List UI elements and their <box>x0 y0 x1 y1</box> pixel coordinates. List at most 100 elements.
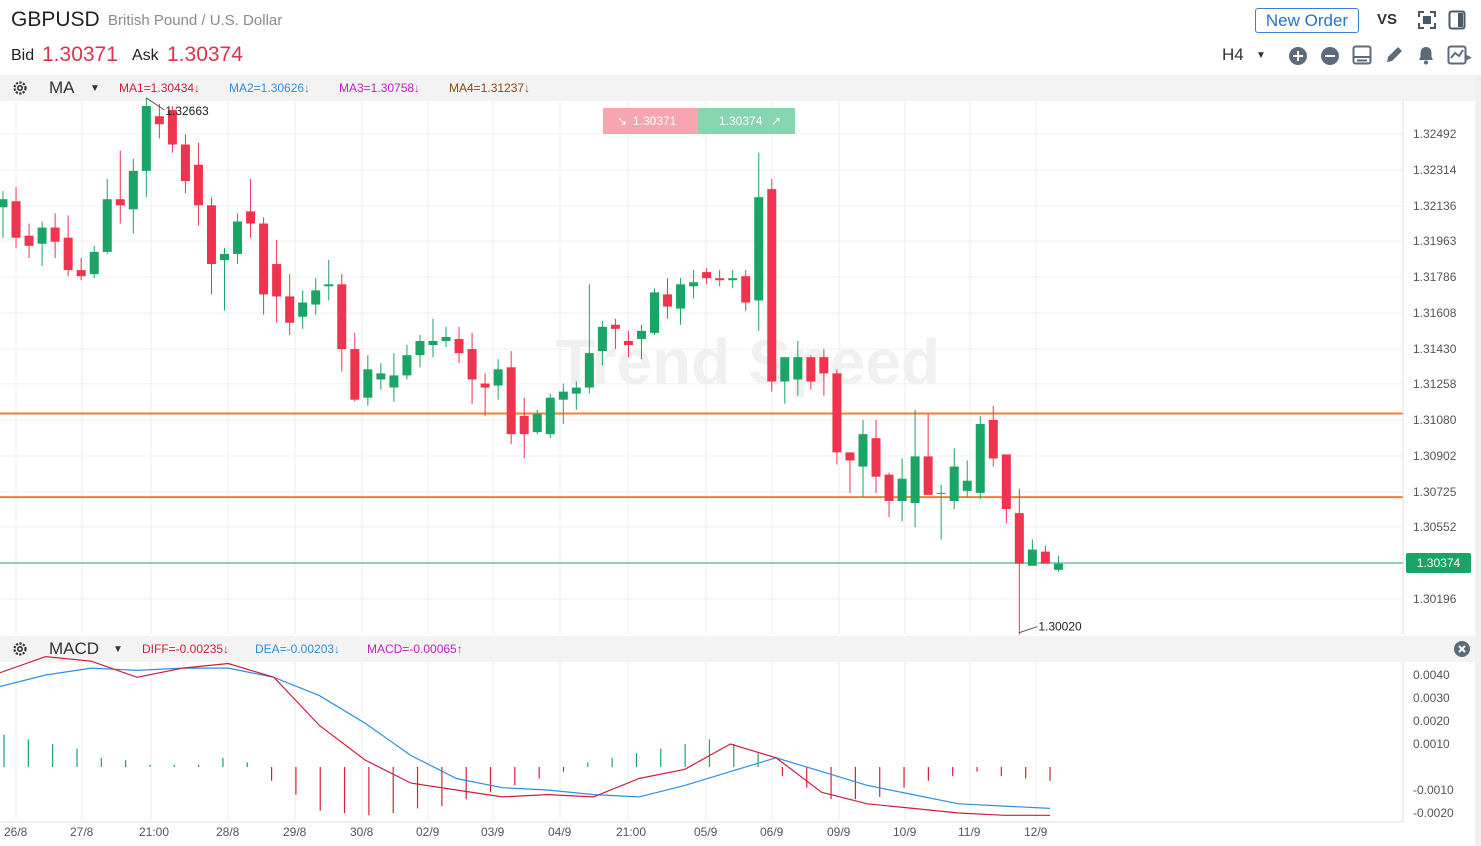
candle <box>1027 549 1037 566</box>
candle <box>102 199 112 252</box>
candle <box>936 492 946 494</box>
ma-settings-gear-icon[interactable] <box>11 79 31 99</box>
candle <box>454 338 464 354</box>
candle <box>428 340 438 346</box>
time-tick-label: 12/9 <box>1024 825 1048 839</box>
candle <box>584 353 594 388</box>
chart-layout-icon[interactable] <box>1352 45 1372 65</box>
time-tick-label: 26/8 <box>4 825 28 839</box>
ma-indicator-bar: MA ▼ MA1=1.30434↓ MA2=1.30626↓ MA3=1.307… <box>0 75 1475 101</box>
candle <box>806 357 816 382</box>
indicator-chart-icon[interactable] <box>1447 45 1467 65</box>
price-tick-label: 1.32314 <box>1413 163 1457 177</box>
price-tick-label: 1.31786 <box>1413 270 1457 284</box>
ma3-value: MA3=1.30758↓ <box>339 81 421 95</box>
candle <box>441 336 451 341</box>
time-tick-label: 05/9 <box>694 825 718 839</box>
candle <box>702 272 712 279</box>
ma-chevron-down-icon[interactable]: ▼ <box>90 83 100 94</box>
alert-bell-icon[interactable] <box>1416 45 1436 65</box>
ma4-value: MA4=1.31237↓ <box>449 81 531 95</box>
price-tick-label: 1.30902 <box>1413 449 1457 463</box>
time-tick-label: 03/9 <box>481 825 505 839</box>
watermark: Trend Speed <box>556 326 940 398</box>
macd-tick-label: -0.0010 <box>1413 783 1454 797</box>
candle <box>545 397 555 435</box>
macd-tick-label: 0.0020 <box>1413 714 1450 728</box>
ma1-value: MA1=1.30434↓ <box>119 81 201 95</box>
time-tick-label: 10/9 <box>893 825 917 839</box>
dea-line <box>0 667 1051 809</box>
down-arrow-icon: ↘ <box>617 114 628 128</box>
time-tick-label: 21:00 <box>139 825 169 839</box>
candle <box>11 201 21 238</box>
price-tick-label: 1.30196 <box>1413 592 1457 606</box>
candle <box>193 164 203 206</box>
candle <box>76 270 86 277</box>
candle <box>493 369 503 386</box>
candle <box>962 480 972 491</box>
sell-quote-button[interactable]: ↘ 1.30371 <box>603 108 698 134</box>
candle <box>988 419 998 459</box>
candle <box>728 278 738 281</box>
candle <box>350 349 360 400</box>
panel-toggle-icon[interactable] <box>1448 10 1468 30</box>
low-annotation-line <box>1019 626 1038 634</box>
macd-chevron-down-icon[interactable]: ▼ <box>113 644 123 655</box>
candle <box>167 110 177 145</box>
price-tick-label: 1.30552 <box>1413 520 1457 534</box>
candle <box>923 456 933 495</box>
symbol-title: GBPUSD <box>11 8 100 31</box>
zoom-in-icon[interactable] <box>1288 46 1308 66</box>
candle <box>206 205 216 265</box>
more-chevron-icon[interactable]: ▶ <box>1465 52 1472 62</box>
candle <box>402 355 412 376</box>
macd-indicator-select[interactable]: MACD <box>49 639 100 658</box>
candle <box>975 424 985 493</box>
candle <box>610 324 620 329</box>
vs-button[interactable]: VS <box>1377 11 1398 28</box>
time-tick-label: 27/8 <box>70 825 94 839</box>
price-tick-label: 1.31608 <box>1413 306 1457 320</box>
candle <box>128 170 138 210</box>
bid-label: Bid <box>11 47 35 64</box>
price-tick-label: 1.30725 <box>1413 485 1457 499</box>
scrollbar[interactable] <box>1475 0 1481 846</box>
price-tick-label: 1.32136 <box>1413 199 1457 213</box>
macd-indicator-bar: MACD ▼ DIFF=-0.00235↓ DEA=-0.00203↓ MACD… <box>0 636 1475 662</box>
candle <box>337 284 347 350</box>
time-tick-label: 04/9 <box>548 825 572 839</box>
fullscreen-icon[interactable] <box>1418 11 1438 31</box>
candle <box>832 373 842 453</box>
candle <box>233 221 243 254</box>
candle <box>897 478 907 501</box>
timeframe-select[interactable]: H4 <box>1222 45 1244 64</box>
candle <box>793 357 803 380</box>
candle <box>259 223 269 295</box>
close-indicator-icon[interactable] <box>1453 640 1473 660</box>
ma2-value: MA2=1.30626↓ <box>229 81 311 95</box>
candle <box>272 264 282 297</box>
ma-indicator-select[interactable]: MA <box>49 78 75 97</box>
candle <box>676 284 686 309</box>
time-tick-label: 30/8 <box>350 825 374 839</box>
new-order-button[interactable]: New Order <box>1255 8 1359 33</box>
candle <box>246 211 256 224</box>
chevron-down-icon[interactable]: ▼ <box>1256 50 1266 61</box>
macd-settings-gear-icon[interactable] <box>11 640 31 660</box>
candle <box>63 237 73 271</box>
zoom-out-icon[interactable] <box>1320 46 1340 66</box>
diff-line <box>0 655 1050 816</box>
candle <box>819 357 829 374</box>
sell-quote-value: 1.30371 <box>633 114 677 128</box>
ask-label: Ask <box>132 47 159 64</box>
candle <box>949 466 959 501</box>
candle <box>89 251 99 275</box>
macd-dea-value: DEA=-0.00203↓ <box>255 642 341 656</box>
candle <box>884 474 894 501</box>
high-annotation: 1.32663 <box>165 104 209 118</box>
buy-quote-value: 1.30374 <box>719 114 763 128</box>
candle <box>597 326 607 352</box>
draw-pencil-icon[interactable] <box>1384 45 1404 65</box>
buy-quote-button[interactable]: 1.30374 ↗ <box>698 108 795 134</box>
